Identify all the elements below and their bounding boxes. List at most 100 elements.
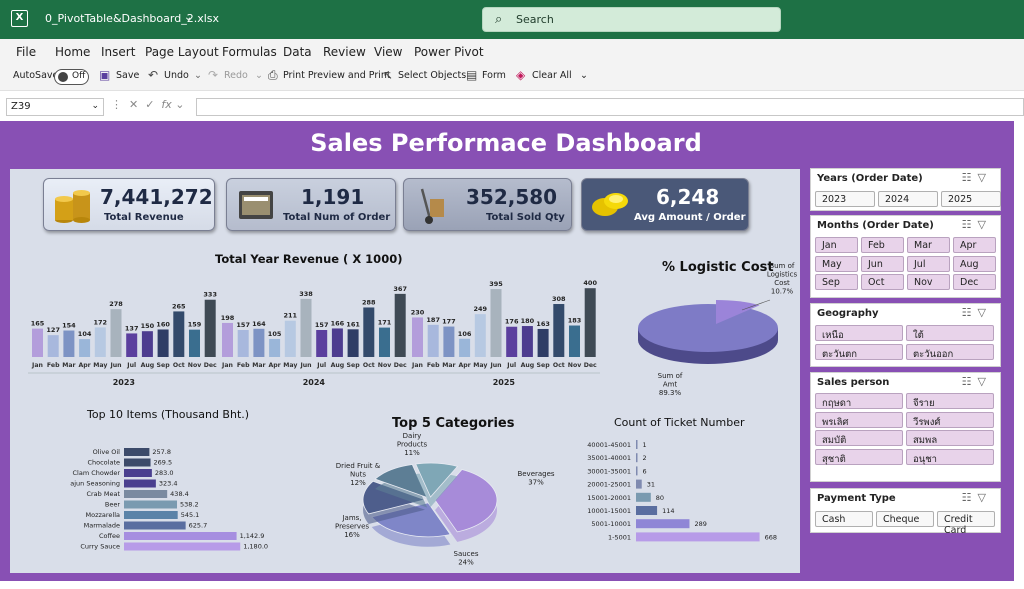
- form-button[interactable]: Form: [482, 70, 506, 81]
- slicer-filter-icons[interactable]: ☷▽: [961, 306, 992, 319]
- revenue-data-label: 183: [568, 317, 582, 325]
- month-tick-label: Jul: [316, 362, 326, 369]
- slicer-item[interactable]: 2023: [815, 191, 875, 207]
- kpi-value: 6,248: [656, 185, 720, 209]
- redo-button[interactable]: Redo: [224, 70, 248, 81]
- slicer-item[interactable]: Jan: [815, 237, 858, 253]
- excel-logo-icon[interactable]: X: [11, 10, 28, 27]
- slicer-item[interactable]: Jul: [907, 255, 950, 272]
- toggle-knob: [58, 72, 68, 82]
- fx-icon[interactable]: fx: [161, 98, 172, 111]
- slicer-item[interactable]: ตะวันออก: [906, 344, 994, 360]
- item-data-label: 1,180.0: [243, 543, 268, 551]
- chevron-down-icon[interactable]: ⌄: [184, 12, 193, 23]
- tab-view[interactable]: View: [374, 45, 403, 59]
- tab-data[interactable]: Data: [283, 45, 312, 59]
- select-objects-icon[interactable]: ↖: [383, 68, 394, 82]
- slicer-filter-icons[interactable]: ☷▽: [961, 171, 992, 184]
- slicer-item[interactable]: Oct: [861, 274, 904, 290]
- item-data-label: 257.8: [152, 448, 171, 456]
- slicer-item[interactable]: กฤษดา: [815, 393, 903, 409]
- slicer-filter-icons[interactable]: ☷▽: [961, 218, 992, 231]
- tab-power-pivot[interactable]: Power Pivot: [414, 45, 484, 59]
- revenue-data-label: 166: [331, 319, 345, 327]
- tab-formulas[interactable]: Formulas: [222, 45, 277, 59]
- tab-home[interactable]: Home: [55, 45, 91, 59]
- tab-review[interactable]: Review: [323, 45, 366, 59]
- month-tick-label: Aug: [521, 362, 535, 369]
- item-bar: [124, 500, 178, 509]
- slicer-item[interactable]: พรเลิศ: [815, 411, 903, 428]
- save-button[interactable]: Save: [116, 70, 140, 81]
- select-objects-button[interactable]: Select Objects: [398, 70, 467, 81]
- slicer-item[interactable]: 2025: [941, 191, 1001, 207]
- autosave-toggle[interactable]: Off: [54, 69, 89, 85]
- pie-data-label: Sum of Logistics Cost 10.7%: [767, 262, 798, 296]
- ticket-tick-label: 30001-35001: [587, 467, 631, 475]
- form-icon[interactable]: ▤: [466, 68, 478, 82]
- slicer-item[interactable]: ใต้: [906, 325, 994, 341]
- formula-bar: Z39 ⌄ ⋮ ✕ ✓ fx ⌄: [0, 96, 1024, 118]
- tab-file[interactable]: File: [16, 45, 37, 59]
- undo-button[interactable]: Undo: [164, 70, 189, 81]
- slicer-item[interactable]: Nov: [907, 274, 950, 290]
- undo-dropdown-icon[interactable]: ⌄: [194, 70, 202, 81]
- formula-input[interactable]: [196, 98, 1024, 116]
- tab-page-layout[interactable]: Page Layout: [145, 45, 219, 59]
- slicer-item[interactable]: Aug: [953, 255, 996, 272]
- slicer-item[interactable]: Sep: [815, 274, 858, 290]
- revenue-bar: [204, 299, 216, 357]
- clear-all-icon[interactable]: ◈: [516, 68, 526, 82]
- slicer-item[interactable]: Cash: [815, 511, 873, 527]
- customize-qat-icon[interactable]: ⌄: [580, 70, 588, 81]
- slicer-item[interactable]: May: [815, 255, 858, 272]
- slicer-item[interactable]: สมพล: [906, 430, 994, 446]
- slicer-item[interactable]: ตะวันตก: [815, 344, 903, 360]
- save-icon[interactable]: ▣: [99, 68, 111, 82]
- revenue-data-label: 127: [46, 326, 60, 334]
- slicer-filter-icons[interactable]: ☷▽: [961, 491, 992, 504]
- slicer-item[interactable]: Credit Card: [937, 511, 995, 536]
- month-tick-label: Jan: [221, 362, 233, 369]
- revenue-data-label: 105: [268, 330, 282, 338]
- slicer-item[interactable]: สุชาติ: [815, 448, 903, 465]
- undo-icon[interactable]: ↶: [148, 68, 159, 82]
- tab-insert[interactable]: Insert: [101, 45, 136, 59]
- slicer-item[interactable]: Feb: [861, 237, 904, 253]
- revenue-bar: [47, 335, 59, 357]
- pie-slice: [434, 469, 498, 533]
- slicer-item[interactable]: อนุชา: [906, 448, 994, 465]
- search-box[interactable]: ⌕ Search: [482, 7, 781, 32]
- slicer-item[interactable]: Apr: [953, 237, 996, 253]
- revenue-data-label: 164: [252, 320, 266, 328]
- revenue-bar: [569, 325, 580, 357]
- slicer-item[interactable]: วีรพงศ์: [906, 411, 994, 428]
- slicer-item[interactable]: Cheque: [876, 511, 934, 527]
- month-tick-label: Jan: [31, 362, 43, 369]
- ticket-bar: [636, 492, 651, 502]
- item-data-label: 538.2: [180, 501, 199, 509]
- file-name[interactable]: 0_PivotTable&Dashboard_2.xlsx: [45, 12, 220, 25]
- ticket-tick-label: 35001-40001: [587, 454, 631, 462]
- name-box[interactable]: Z39 ⌄: [6, 98, 104, 116]
- slicer-item[interactable]: 2024: [878, 191, 938, 207]
- redo-dropdown-icon[interactable]: ⌄: [255, 70, 263, 81]
- print-preview-icon[interactable]: ⎙: [268, 68, 278, 82]
- revenue-bar: [412, 317, 423, 357]
- slicer-item[interactable]: Mar: [907, 237, 950, 253]
- revenue-bar-chart: 165 Jan 127 Feb 154 Mar 104 Apr 172 May 278 Jun 137 J…: [28, 279, 600, 387]
- month-tick-label: Jun: [299, 362, 311, 369]
- slicer-item[interactable]: สมบัติ: [815, 430, 903, 446]
- slicer-item[interactable]: เหนือ: [815, 325, 903, 341]
- redo-icon[interactable]: ↷: [208, 68, 219, 82]
- slicer-item[interactable]: Jun: [861, 255, 904, 272]
- item-data-label: 625.7: [189, 522, 208, 530]
- revenue-data-label: 163: [536, 320, 550, 328]
- slicer-filter-icons[interactable]: ☷▽: [961, 375, 992, 388]
- chevron-down-icon[interactable]: ⌄: [91, 101, 99, 111]
- revenue-data-label: 165: [31, 320, 45, 328]
- slicer-item[interactable]: Dec: [953, 274, 996, 290]
- print-preview-button[interactable]: Print Preview and Print: [283, 70, 391, 81]
- slicer-item[interactable]: จีราย: [906, 393, 994, 409]
- clear-all-button[interactable]: Clear All: [532, 70, 572, 81]
